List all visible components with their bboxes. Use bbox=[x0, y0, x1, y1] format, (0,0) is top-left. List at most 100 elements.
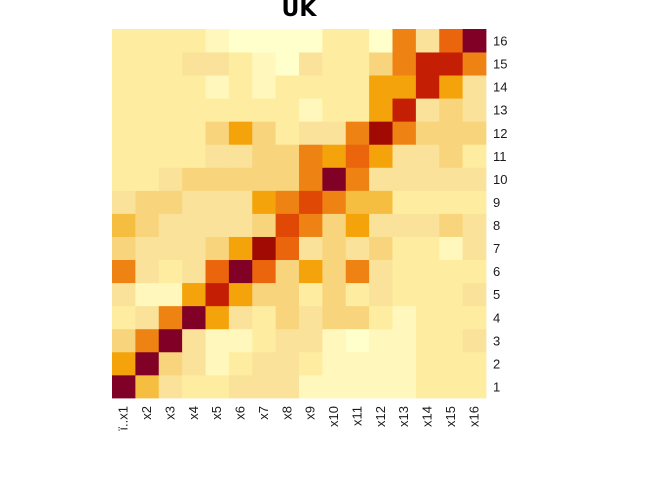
heatmap-cell-5-x6 bbox=[228, 282, 253, 307]
y-tick-label: 7 bbox=[493, 241, 500, 256]
heatmap-cell-12-x15 bbox=[439, 121, 464, 145]
heatmap-cell-8-x4 bbox=[182, 213, 206, 237]
heatmap-cell-6-x15 bbox=[439, 259, 464, 284]
heatmap-cell-7-x5 bbox=[205, 236, 230, 261]
heatmap-cell-5-x13 bbox=[392, 282, 417, 307]
heatmap-cell-13-x13 bbox=[392, 98, 417, 122]
heatmap-cell-15-x11 bbox=[345, 52, 370, 76]
heatmap-cell-2-x13 bbox=[392, 351, 417, 376]
heatmap-cell-9-x15 bbox=[439, 190, 464, 214]
heatmap-cell-11-x12 bbox=[369, 144, 393, 168]
y-tick-label: 6 bbox=[493, 264, 500, 279]
heatmap-cell-8-x15 bbox=[439, 213, 464, 237]
heatmap-cell-2-x6 bbox=[228, 351, 253, 376]
y-tick-label: 11 bbox=[493, 149, 507, 164]
heatmap-cell-9-x4 bbox=[182, 190, 206, 214]
heatmap-cell-14-x5 bbox=[205, 75, 230, 99]
x-tick-label: x6 bbox=[233, 406, 248, 420]
heatmap-cell-6-x16 bbox=[462, 259, 487, 284]
heatmap-cell-13-x7 bbox=[252, 98, 277, 122]
x-tick-label: ï..x1 bbox=[116, 406, 131, 431]
heatmap-cell-3-x6 bbox=[228, 328, 253, 353]
heatmap-cell-11-x6 bbox=[228, 144, 253, 168]
x-tick-label: x8 bbox=[279, 406, 294, 420]
heatmap-cell-13-x16 bbox=[462, 98, 487, 122]
heatmap-cell-3-x4 bbox=[182, 328, 206, 353]
x-tick-label: x4 bbox=[186, 406, 201, 420]
heatmap-cell-15-x15 bbox=[439, 52, 464, 76]
heatmap-cell-14-x14 bbox=[415, 75, 440, 99]
heatmap-cell-1-ï..x1 bbox=[112, 374, 136, 399]
heatmap-cell-12-x4 bbox=[182, 121, 206, 145]
heatmap-cell-14-x9 bbox=[299, 75, 323, 99]
x-tick-label: x2 bbox=[139, 406, 154, 420]
heatmap-cell-1-x10 bbox=[322, 374, 347, 399]
heatmap-cell-2-x5 bbox=[205, 351, 230, 376]
heatmap-cell-3-ï..x1 bbox=[112, 328, 136, 353]
heatmap-cell-7-x4 bbox=[182, 236, 206, 261]
heatmap-cell-11-x5 bbox=[205, 144, 230, 168]
y-tick-label: 9 bbox=[493, 195, 500, 210]
heatmap-cell-12-x2 bbox=[135, 121, 160, 145]
heatmap-cell-4-x5 bbox=[205, 305, 230, 330]
heatmap-cell-8-x3 bbox=[158, 213, 183, 237]
heatmap-cell-7-x2 bbox=[135, 236, 160, 261]
y-tick-label: 14 bbox=[493, 80, 507, 95]
chart-title: UK bbox=[282, 0, 318, 22]
heatmap-cell-8-x10 bbox=[322, 213, 347, 237]
heatmap-cell-5-x9 bbox=[299, 282, 323, 307]
heatmap-cell-6-x12 bbox=[369, 259, 393, 284]
heatmap-cell-15-ï..x1 bbox=[112, 52, 136, 76]
heatmap-cell-5-x8 bbox=[275, 282, 300, 307]
heatmap-cell-13-x9 bbox=[299, 98, 323, 122]
heatmap-cell-15-x10 bbox=[322, 52, 347, 76]
heatmap-cell-8-x8 bbox=[275, 213, 300, 237]
heatmap-cell-1-x14 bbox=[415, 374, 440, 399]
heatmap-cell-15-x5 bbox=[205, 52, 230, 76]
heatmap-cell-16-x2 bbox=[135, 29, 160, 53]
heatmap-cell-7-x8 bbox=[275, 236, 300, 261]
heatmap-cell-12-x7 bbox=[252, 121, 277, 145]
heatmap-cell-5-x11 bbox=[345, 282, 370, 307]
x-tick-label: x12 bbox=[373, 406, 388, 427]
heatmap-cell-14-x2 bbox=[135, 75, 160, 99]
heatmap-cell-4-x4 bbox=[182, 305, 206, 330]
heatmap-cell-5-x5 bbox=[205, 282, 230, 307]
heatmap-cell-1-x16 bbox=[462, 374, 487, 399]
heatmap-cell-9-x14 bbox=[415, 190, 440, 214]
heatmap-cell-2-x7 bbox=[252, 351, 277, 376]
heatmap-cell-14-x8 bbox=[275, 75, 300, 99]
heatmap-cell-10-x6 bbox=[228, 167, 253, 191]
heatmap-cell-11-x2 bbox=[135, 144, 160, 168]
heatmap-cell-2-x2 bbox=[135, 351, 160, 376]
heatmap-cell-16-ï..x1 bbox=[112, 29, 136, 53]
heatmap-cell-13-x5 bbox=[205, 98, 230, 122]
heatmap-cell-12-x13 bbox=[392, 121, 417, 145]
heatmap-cell-11-x10 bbox=[322, 144, 347, 168]
heatmap-cell-12-x16 bbox=[462, 121, 487, 145]
y-tick-label: 15 bbox=[493, 57, 507, 72]
heatmap-cell-1-x11 bbox=[345, 374, 370, 399]
heatmap-cell-1-x12 bbox=[369, 374, 393, 399]
heatmap-cell-11-ï..x1 bbox=[112, 144, 136, 168]
heatmap-cell-6-x6 bbox=[228, 259, 253, 284]
heatmap-cell-16-x4 bbox=[182, 29, 206, 53]
heatmap-cell-3-x2 bbox=[135, 328, 160, 353]
heatmap-cell-8-x11 bbox=[345, 213, 370, 237]
heatmap-cell-10-x14 bbox=[415, 167, 440, 191]
heatmap-cell-4-x12 bbox=[369, 305, 393, 330]
heatmap-cell-12-x10 bbox=[322, 121, 347, 145]
heatmap-cell-15-x16 bbox=[462, 52, 487, 76]
heatmap-cell-11-x13 bbox=[392, 144, 417, 168]
x-tick-label: x16 bbox=[466, 406, 481, 427]
heatmap-cell-5-ï..x1 bbox=[112, 282, 136, 307]
heatmap-cell-8-x2 bbox=[135, 213, 160, 237]
heatmap-cell-16-x15 bbox=[439, 29, 464, 53]
heatmap-cell-12-x9 bbox=[299, 121, 323, 145]
y-tick-label: 2 bbox=[493, 356, 500, 371]
heatmap-cell-14-x10 bbox=[322, 75, 347, 99]
heatmap-cell-1-x7 bbox=[252, 374, 277, 399]
heatmap-cell-11-x9 bbox=[299, 144, 323, 168]
heatmap-cell-12-x11 bbox=[345, 121, 370, 145]
